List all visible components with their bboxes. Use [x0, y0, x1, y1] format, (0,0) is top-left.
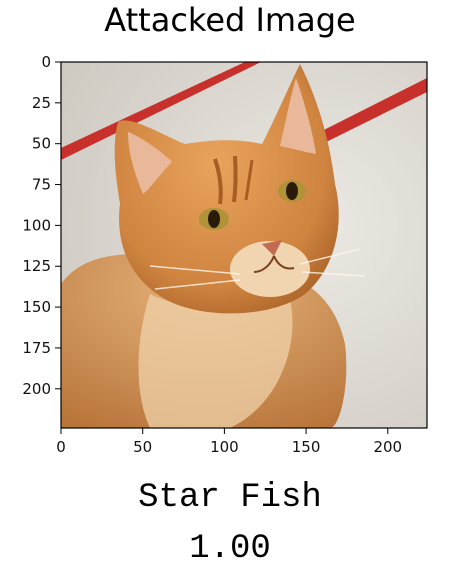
y-tick-label: 150 [22, 298, 51, 316]
y-tick-label: 0 [41, 53, 51, 71]
cat-photo [61, 62, 427, 428]
x-tick-label: 50 [133, 438, 152, 456]
y-tick-label: 25 [32, 94, 51, 112]
y-tick-label: 200 [22, 380, 51, 398]
y-tick-label: 50 [32, 135, 51, 153]
x-tick-label: 200 [373, 438, 402, 456]
y-tick-label: 100 [22, 216, 51, 234]
confidence-score: 1.00 [189, 530, 271, 568]
y-tick-label: 175 [22, 339, 51, 357]
image-frame [60, 61, 428, 429]
x-tick-label: 0 [56, 438, 66, 456]
image-plot: 0 50 100 150 200 0 25 50 75 100 125 150 175 200 [0, 44, 460, 464]
y-tick-label: 75 [32, 176, 51, 194]
figure-title: Attacked Image [104, 1, 356, 39]
x-tick-label: 100 [210, 438, 239, 456]
predicted-label: Star Fish [138, 479, 322, 517]
x-axis: 0 50 100 150 200 [56, 428, 402, 456]
image-axes: 0 50 100 150 200 0 25 50 75 100 125 150 175 200 [22, 53, 428, 456]
y-tick-label: 125 [22, 257, 51, 275]
x-tick-label: 150 [292, 438, 321, 456]
y-axis: 0 25 50 75 100 125 150 175 200 [22, 53, 61, 398]
